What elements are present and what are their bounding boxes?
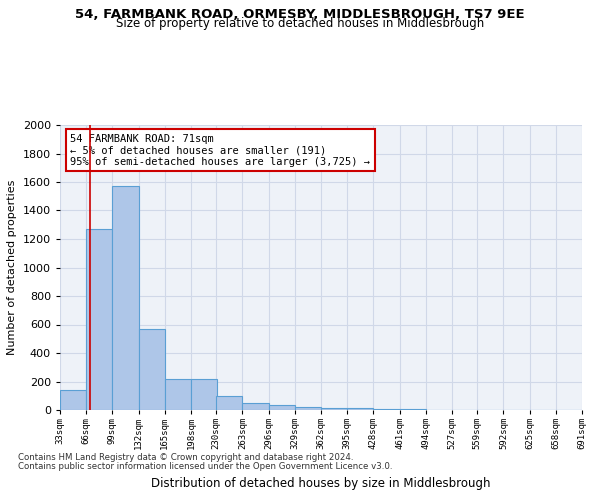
Bar (373, 408, 400, 410)
Text: 54 FARMBANK ROAD: 71sqm
← 5% of detached houses are smaller (191)
95% of semi-de: 54 FARMBANK ROAD: 71sqm ← 5% of detached… (70, 134, 370, 167)
Bar (86, 229, 112, 410)
Bar (321, 408, 347, 410)
Bar (269, 405, 295, 410)
Bar (139, 329, 165, 410)
Bar (165, 378, 191, 410)
Bar (112, 186, 139, 410)
Bar (191, 378, 217, 410)
Text: 54, FARMBANK ROAD, ORMESBY, MIDDLESBROUGH, TS7 9EE: 54, FARMBANK ROAD, ORMESBY, MIDDLESBROUG… (75, 8, 525, 20)
Bar (242, 403, 269, 410)
Y-axis label: Number of detached properties: Number of detached properties (7, 180, 17, 355)
Text: Distribution of detached houses by size in Middlesbrough: Distribution of detached houses by size … (151, 477, 491, 490)
Text: Size of property relative to detached houses in Middlesbrough: Size of property relative to detached ho… (116, 18, 484, 30)
Bar (216, 396, 242, 410)
Bar (60, 390, 86, 410)
Bar (295, 407, 321, 410)
Bar (347, 408, 373, 410)
Text: Contains public sector information licensed under the Open Government Licence v3: Contains public sector information licen… (18, 462, 392, 471)
Text: Contains HM Land Registry data © Crown copyright and database right 2024.: Contains HM Land Registry data © Crown c… (18, 454, 353, 462)
